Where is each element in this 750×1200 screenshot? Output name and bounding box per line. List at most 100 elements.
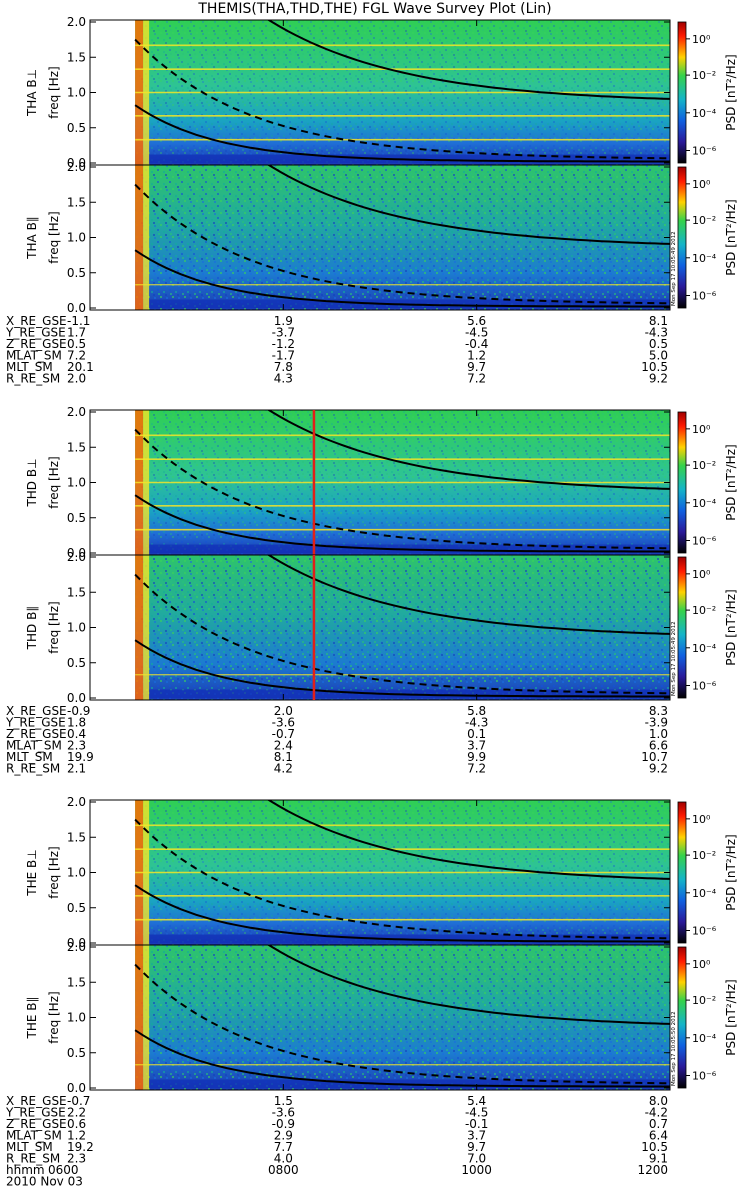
y-tick-label: 0.0 bbox=[67, 301, 86, 315]
ephemeris-value: 0.5 bbox=[67, 337, 86, 351]
colorbar-label: PSD [nT²/Hz] bbox=[724, 979, 738, 1055]
y-tick-label: 1.5 bbox=[67, 975, 86, 989]
timestamp-stamp: Mon Sep 17 10:05:49 2012 bbox=[671, 621, 677, 696]
timestamp-stamp: Mon Sep 17 10:05:50 2012 bbox=[671, 1011, 677, 1086]
ephemeris-value: 4.2 bbox=[274, 762, 293, 776]
colorbar-label: PSD [nT²/Hz] bbox=[724, 834, 738, 910]
solid-lower-curve bbox=[134, 884, 670, 943]
time-tick-label: 0800 bbox=[268, 1163, 299, 1177]
panel-label: THA B∥ bbox=[25, 216, 39, 260]
freq-axis-label: freq [Hz] bbox=[47, 211, 61, 263]
ephemeris-value: 1.9 bbox=[274, 314, 293, 328]
ephemeris-row-label: Y_RE_GSE bbox=[5, 326, 66, 340]
y-tick-label: 0.0 bbox=[67, 1081, 86, 1095]
timestamp-stamp: Mon Sep 17 10:05:49 2012 bbox=[671, 231, 677, 306]
spectrogram-noise bbox=[135, 555, 671, 700]
colorbar bbox=[677, 166, 687, 309]
colorbar-tick-label: 10⁰ bbox=[692, 33, 711, 46]
solid-lower-curve bbox=[134, 104, 670, 163]
solid-lower-curve bbox=[134, 249, 670, 308]
spectrogram-panel-the-perp: 2.0 1.5 1.0 0.5 0.0 THE B⊥ freq [Hz] 10⁰ 10⁻² 10⁻… bbox=[25, 795, 738, 950]
colorbar-label: PSD [nT²/Hz] bbox=[724, 54, 738, 130]
ephemeris-row-label: MLAT_SM bbox=[6, 1129, 62, 1143]
ephemeris-value: 9.7 bbox=[467, 360, 486, 374]
ephemeris-value: 8.1 bbox=[274, 750, 293, 764]
ephemeris-value: -0.4 bbox=[465, 337, 488, 351]
ephemeris-value: -0.7 bbox=[272, 727, 295, 741]
ephemeris-value: 1.5 bbox=[274, 1094, 293, 1108]
ephemeris-row-label: R_RE_SM bbox=[6, 1152, 60, 1166]
ephemeris-value: -4.5 bbox=[465, 1106, 488, 1120]
y-tick-label: 1.0 bbox=[67, 86, 86, 100]
solid-upper-curve bbox=[266, 945, 670, 1025]
y-tick-label: 1.0 bbox=[67, 231, 86, 245]
spectrogram-panel-thd-perp: 2.0 1.5 1.0 0.5 0.0 THD B⊥ freq [Hz] 10⁰ 10⁻² 10⁻… bbox=[25, 405, 738, 560]
ephemeris-value: 1.8 bbox=[67, 716, 86, 730]
ephemeris-value: 7.7 bbox=[274, 1140, 293, 1154]
ephemeris-value: 0.4 bbox=[67, 727, 86, 741]
colorbar bbox=[677, 801, 687, 944]
solid-upper-curve bbox=[266, 410, 670, 490]
ephemeris-value: 6.6 bbox=[649, 739, 668, 753]
ephemeris-value: 8.3 bbox=[649, 704, 668, 718]
colorbar-tick-label: 10⁻⁶ bbox=[692, 145, 717, 158]
ephemeris-table-the: X_RE_GSE -0.7 1.5 5.4 8.0 Y_RE_GSE 2.2 -3.6 -4.5… bbox=[5, 1094, 668, 1166]
time-tick-label: 0600 bbox=[48, 1163, 79, 1177]
spectrogram-panel-the-par: 2.0 1.5 1.0 0.5 0.0 THE B∥ freq [Hz] 10⁰ 10⁻² 10⁻… bbox=[25, 940, 738, 1095]
colorbar-tick-label: 10⁻⁶ bbox=[692, 925, 717, 938]
freq-axis-label: freq [Hz] bbox=[47, 66, 61, 118]
colorbar-tick-label: 10⁻⁴ bbox=[692, 887, 717, 900]
ephemeris-value: -3.7 bbox=[272, 326, 295, 340]
colorbar-tick-label: 10⁻⁶ bbox=[692, 535, 717, 548]
ephemeris-value: 19.9 bbox=[67, 750, 94, 764]
ephemeris-value: -0.7 bbox=[67, 1094, 90, 1108]
time-tick-label: 1200 bbox=[637, 1163, 668, 1177]
spectrogram-noise bbox=[135, 165, 671, 310]
y-tick-label: 0.5 bbox=[67, 266, 86, 280]
ephemeris-value: -3.6 bbox=[272, 716, 295, 730]
colorbar-label: PSD [nT²/Hz] bbox=[724, 199, 738, 275]
ephemeris-row-label: Z_RE_GSE bbox=[6, 1117, 67, 1131]
ephemeris-value: -4.3 bbox=[645, 326, 668, 340]
ephemeris-value: 5.4 bbox=[467, 1094, 486, 1108]
y-tick-label: 0.5 bbox=[67, 901, 86, 915]
colorbar bbox=[677, 21, 687, 164]
ephemeris-value: 0.7 bbox=[649, 1117, 668, 1131]
ephemeris-value: 0.6 bbox=[67, 1117, 86, 1131]
y-tick-label: 1.5 bbox=[67, 50, 86, 64]
ephemeris-value: 5.0 bbox=[649, 349, 668, 363]
ephemeris-value: 5.6 bbox=[467, 314, 486, 328]
ephemeris-row-label: Z_RE_GSE bbox=[6, 337, 67, 351]
ephemeris-value: 7.2 bbox=[67, 349, 86, 363]
colorbar-tick-label: 10⁻⁴ bbox=[692, 497, 717, 510]
y-tick-label: 0.5 bbox=[67, 1046, 86, 1060]
ephemeris-value: 5.8 bbox=[467, 704, 486, 718]
ephemeris-value: -1.7 bbox=[272, 349, 295, 363]
colorbar bbox=[677, 946, 687, 1089]
spectrogram-panel-tha-par: 2.0 1.5 1.0 0.5 0.0 THA B∥ freq [Hz] 10⁰ 10⁻² 10⁻… bbox=[25, 160, 738, 315]
ephemeris-value: 1.7 bbox=[67, 326, 86, 340]
burst-stripe bbox=[135, 165, 144, 310]
ephemeris-value: 10.7 bbox=[641, 750, 668, 764]
spectrogram-noise bbox=[135, 945, 671, 1090]
ephemeris-row-label: MLT_SM bbox=[6, 1140, 53, 1154]
ephemeris-value: 1.0 bbox=[649, 727, 668, 741]
y-tick-label: 1.5 bbox=[67, 830, 86, 844]
dashed-curve bbox=[134, 183, 670, 305]
burst-edge bbox=[143, 945, 150, 1090]
y-tick-label: 0.0 bbox=[67, 936, 86, 950]
ephemeris-row-label: MLAT_SM bbox=[6, 739, 62, 753]
ephemeris-row-label: Y_RE_GSE bbox=[5, 716, 66, 730]
ephemeris-value: 2.2 bbox=[67, 1106, 86, 1120]
ephemeris-value: 9.9 bbox=[467, 750, 486, 764]
burst-stripe bbox=[135, 555, 144, 700]
ephemeris-value: 2.4 bbox=[274, 739, 293, 753]
solid-lower-curve bbox=[134, 494, 670, 553]
dashed-curve bbox=[134, 963, 670, 1085]
colorbar-tick-label: 10⁰ bbox=[692, 958, 711, 971]
ephemeris-value: 2.0 bbox=[274, 704, 293, 718]
y-tick-label: 1.5 bbox=[67, 585, 86, 599]
colorbar-tick-label: 10⁻⁴ bbox=[692, 107, 717, 120]
ephemeris-value: 9.2 bbox=[649, 372, 668, 386]
freq-axis-label: freq [Hz] bbox=[47, 991, 61, 1043]
